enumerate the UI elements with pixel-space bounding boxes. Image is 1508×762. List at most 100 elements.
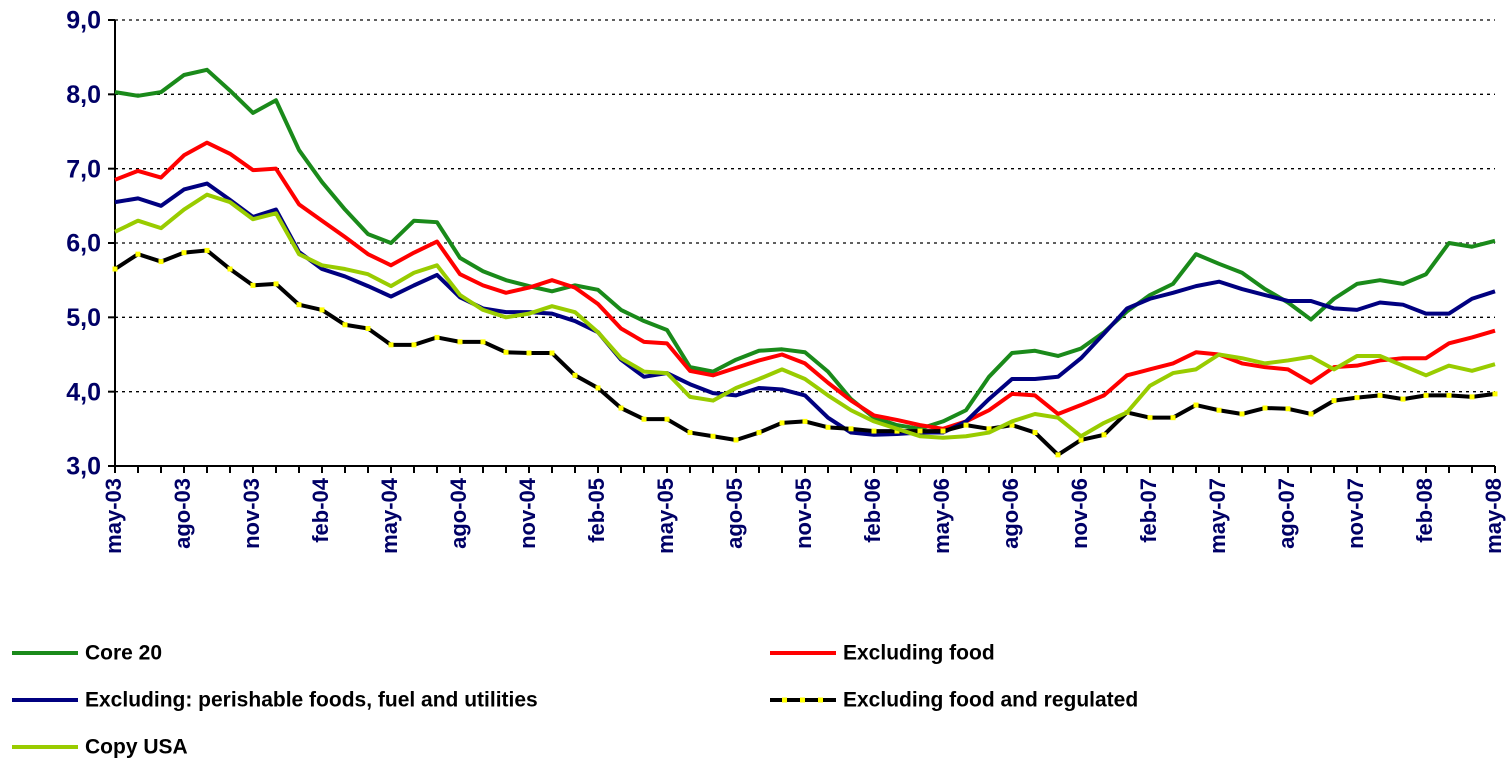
x-tick-label: may-03 — [101, 478, 126, 554]
x-tick-label: feb-05 — [584, 478, 609, 543]
x-tick-label: nov-03 — [239, 478, 264, 549]
point-marker — [1262, 405, 1268, 411]
legend-label: Excluding food and regulated — [843, 689, 1138, 712]
series-line — [114, 67, 1496, 431]
point-marker — [1239, 411, 1245, 417]
point-marker — [1055, 452, 1061, 458]
x-tick-label: nov-07 — [1343, 478, 1368, 549]
point-marker — [595, 385, 601, 391]
legend-marker — [800, 697, 805, 703]
y-tick-label: 4,0 — [66, 378, 101, 406]
x-tick-label: feb-04 — [308, 477, 333, 543]
series-line — [114, 192, 1496, 440]
legend-label: Core 20 — [85, 642, 162, 665]
point-marker — [158, 259, 164, 265]
point-marker — [296, 302, 302, 308]
point-marker — [250, 282, 256, 288]
y-tick-label: 9,0 — [66, 7, 101, 35]
series-line — [114, 140, 1496, 431]
point-marker — [181, 250, 187, 256]
series-line — [114, 181, 1496, 437]
point-marker — [1308, 411, 1314, 417]
point-marker — [986, 426, 992, 432]
point-marker — [457, 339, 463, 345]
x-tick-label: may-06 — [929, 478, 954, 554]
y-tick-label: 7,0 — [66, 155, 101, 183]
legend-marker — [782, 697, 787, 703]
point-marker — [503, 349, 509, 355]
point-marker — [1193, 402, 1199, 408]
point-marker — [1400, 396, 1406, 402]
point-marker — [342, 322, 348, 328]
point-marker — [687, 430, 693, 436]
x-tick-label: may-08 — [1481, 478, 1506, 554]
point-marker — [940, 428, 946, 434]
point-marker — [1469, 394, 1475, 400]
point-marker — [641, 416, 647, 422]
y-tick-label: 6,0 — [66, 230, 101, 258]
y-tick-label: 8,0 — [66, 81, 101, 109]
x-tick-label: ago-04 — [446, 477, 471, 549]
legend-label: Excluding food — [843, 642, 995, 665]
point-marker — [1078, 437, 1084, 443]
point-marker — [1331, 398, 1337, 404]
point-marker — [848, 426, 854, 432]
point-marker — [135, 251, 141, 257]
point-marker — [572, 372, 578, 378]
point-marker — [273, 281, 279, 287]
point-marker — [917, 428, 923, 434]
point-marker — [227, 266, 233, 272]
legend-marker — [818, 697, 823, 703]
point-marker — [1285, 406, 1291, 412]
point-marker — [112, 266, 118, 272]
point-marker — [549, 350, 555, 356]
legend-label: Copy USA — [85, 736, 188, 759]
point-marker — [710, 433, 716, 439]
point-marker — [1170, 415, 1176, 421]
point-marker — [1147, 415, 1153, 421]
point-marker — [1009, 422, 1015, 428]
point-marker — [388, 342, 394, 348]
legend-label: Excluding: perishable foods, fuel and ut… — [85, 689, 538, 712]
x-tick-label: feb-06 — [860, 478, 885, 543]
point-marker — [526, 350, 532, 356]
point-marker — [204, 247, 210, 253]
point-marker — [871, 428, 877, 434]
point-marker — [618, 405, 624, 411]
point-marker — [894, 428, 900, 434]
point-marker — [779, 420, 785, 426]
x-tick-label: feb-08 — [1412, 478, 1437, 543]
x-tick-label: nov-06 — [1067, 478, 1092, 549]
point-marker — [1423, 392, 1429, 398]
x-tick-label: may-04 — [377, 477, 402, 554]
point-marker — [1032, 430, 1038, 436]
point-marker — [963, 422, 969, 428]
point-marker — [756, 430, 762, 436]
point-marker — [664, 416, 670, 422]
x-tick-label: ago-06 — [998, 478, 1023, 549]
point-marker — [1492, 391, 1498, 397]
point-marker — [733, 437, 739, 443]
x-tick-label: ago-05 — [722, 478, 747, 549]
point-marker — [411, 342, 417, 348]
x-tick-label: may-07 — [1205, 478, 1230, 554]
point-marker — [1446, 392, 1452, 398]
point-marker — [1216, 407, 1222, 413]
x-tick-label: ago-07 — [1274, 478, 1299, 549]
x-tick-label: may-05 — [653, 478, 678, 554]
y-tick-label: 3,0 — [66, 453, 101, 481]
x-tick-label: nov-05 — [791, 478, 816, 549]
point-marker — [1377, 392, 1383, 398]
point-marker — [1354, 395, 1360, 401]
x-tick-label: ago-03 — [170, 478, 195, 549]
y-tick-label: 5,0 — [66, 304, 101, 332]
point-marker — [1101, 432, 1107, 438]
point-marker — [802, 418, 808, 424]
point-marker — [434, 334, 440, 340]
point-marker — [365, 325, 371, 331]
point-marker — [319, 307, 325, 313]
x-tick-label: nov-04 — [515, 477, 540, 549]
point-marker — [480, 339, 486, 345]
point-marker — [825, 424, 831, 430]
